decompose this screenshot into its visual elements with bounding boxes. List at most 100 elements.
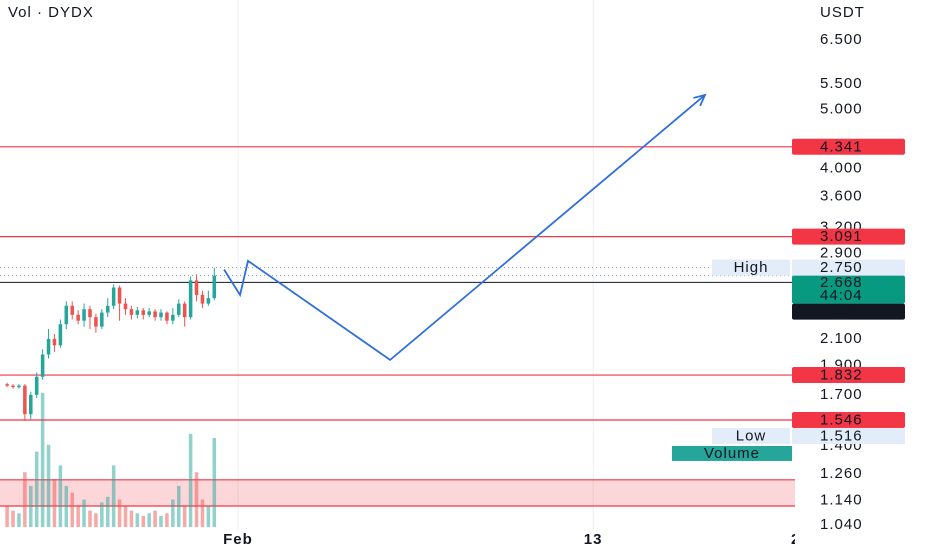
candle-body: [200, 294, 205, 304]
volume-bar: [88, 510, 92, 527]
candle-body: [194, 280, 199, 295]
candle-body: [111, 287, 116, 306]
volume-bar: [82, 499, 86, 527]
y-tick-label: 4.000: [820, 159, 863, 176]
level-label: 4.341: [820, 138, 863, 155]
candle-body: [64, 305, 69, 325]
y-tick-label: 5.000: [820, 100, 863, 117]
candle-body: [147, 311, 151, 315]
y-tick-label: 1.260: [820, 465, 863, 482]
candle-body: [58, 324, 63, 346]
low-badge: [792, 427, 905, 444]
volume-bar: [40, 392, 45, 527]
volume-bar: [111, 465, 116, 527]
candle-body: [212, 275, 217, 299]
candle-body: [40, 354, 45, 377]
volume-bar: [123, 506, 128, 527]
volume-bar: [200, 499, 205, 527]
volume-bar: [70, 492, 74, 527]
candle-body: [182, 303, 187, 318]
current-label: 2.668: [820, 274, 863, 291]
volume-bar: [147, 513, 151, 527]
y-tick-label: 2.900: [820, 244, 863, 261]
axis-unit: USDT: [820, 4, 865, 21]
candle-body: [52, 338, 57, 346]
volume-legend-box: [672, 445, 792, 461]
candle-body: [105, 305, 110, 313]
candle-body: [23, 385, 27, 415]
candle-body: [46, 338, 51, 355]
y-tick-label: 2.100: [820, 330, 863, 347]
candle-body: [88, 309, 92, 318]
y-tick-label: 1.700: [820, 386, 863, 403]
candle-body: [206, 298, 211, 304]
candle-body: [82, 309, 86, 321]
candle-body: [135, 310, 140, 315]
volume-bar: [206, 506, 211, 527]
x-tick-label: 13: [584, 531, 603, 548]
countdown: 44:04: [820, 287, 863, 304]
volume-bar: [11, 510, 15, 527]
volume-bar: [100, 502, 104, 527]
candle-body: [123, 303, 128, 310]
level-label: 1.832: [820, 367, 863, 384]
y-tick-label: 3.600: [820, 187, 863, 204]
candle-body: [171, 314, 175, 321]
volume-bar: [76, 506, 80, 527]
candle-body: [70, 305, 74, 315]
high-name-box: [712, 259, 790, 276]
price-label: 2.600: [820, 303, 863, 320]
x-tick-label: Feb: [223, 531, 253, 548]
candle-body: [165, 312, 169, 321]
volume-bar: [182, 506, 187, 527]
volume-bar: [94, 513, 98, 527]
volume-bar: [141, 516, 146, 527]
volume-bar: [171, 499, 175, 527]
candle-body: [17, 385, 21, 388]
y-tick-label: 1.040: [820, 516, 863, 533]
volume-bar: [46, 444, 51, 527]
projection-arrowhead: [693, 93, 707, 107]
volume-bar: [64, 485, 69, 527]
level-label: 3.091: [820, 228, 863, 245]
candle-body: [100, 312, 104, 327]
level-badge: [792, 228, 905, 245]
high-label: 2.750: [820, 259, 863, 276]
candle-body: [129, 309, 134, 315]
level-badge: [792, 367, 905, 384]
zone: [0, 479, 795, 506]
volume-bar: [34, 451, 39, 527]
volume-bar: [159, 516, 163, 527]
volume-bar: [165, 513, 169, 527]
volume-bar: [129, 510, 134, 527]
volume-bar: [176, 485, 181, 527]
volume-legend: Volume: [704, 445, 760, 462]
current-badge: [792, 275, 905, 304]
level-badge: [792, 138, 905, 155]
volume-bar: [5, 506, 9, 527]
y-tick-label: 6.500: [820, 31, 863, 48]
y-tick-label: 1.140: [820, 492, 863, 509]
volume-bar: [52, 479, 57, 527]
y-tick-label: 5.500: [820, 75, 863, 92]
candle-body: [34, 376, 39, 395]
projection-line: [223, 94, 706, 362]
volume-bar: [17, 513, 21, 527]
volume-bar: [58, 465, 63, 527]
high-name: High: [734, 259, 769, 276]
level-badge: [792, 411, 905, 428]
candle-body: [176, 303, 181, 315]
volume-bar: [29, 485, 33, 527]
price-badge: [792, 303, 905, 320]
candle-body: [29, 394, 33, 415]
candle-body: [159, 312, 163, 318]
volume-bar: [188, 433, 193, 527]
chart-title: Vol · DYDX: [8, 4, 94, 21]
candle-body: [153, 311, 157, 318]
candle-body: [11, 385, 15, 388]
high-badge: [792, 259, 905, 276]
low-name-box: [712, 427, 790, 444]
candle-body: [5, 384, 9, 386]
